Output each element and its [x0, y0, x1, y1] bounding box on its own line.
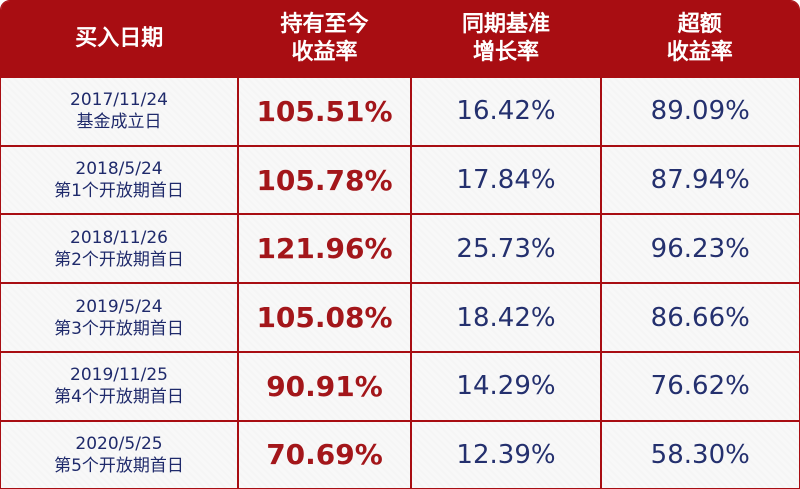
table-row: 2018/11/26 第2个开放期首日 121.96% 25.73% 96.23% [1, 213, 799, 285]
date-label: 基金成立日 [76, 112, 162, 133]
header-text: 收益率 [666, 39, 733, 65]
holding-return-cell: 105.78% [237, 144, 412, 216]
table-row: 2017/11/24 基金成立日 105.51% 16.42% 89.09% [1, 76, 799, 147]
buy-date-cell: 2019/5/24 第3个开放期首日 [1, 282, 239, 353]
excess-return-cell: 76.62% [600, 350, 799, 422]
benchmark-growth-cell: 16.42% [410, 76, 602, 147]
table-row: 2019/11/25 第4个开放期首日 90.91% 14.29% 76.62% [1, 350, 799, 422]
date-label: 第1个开放期首日 [54, 181, 184, 202]
header-excess-return: 超额 收益率 [601, 1, 799, 77]
date-label: 第5个开放期首日 [54, 455, 184, 476]
header-text: 持有至今 [280, 11, 369, 37]
table-row: 2020/5/25 第5个开放期首日 70.69% 12.39% 58.30% [1, 419, 799, 488]
header-holding-return: 持有至今 收益率 [238, 1, 412, 77]
header-text: 买入日期 [75, 25, 164, 51]
holding-return-cell: 105.08% [237, 282, 412, 353]
holding-return-cell: 105.51% [237, 76, 412, 147]
holding-return-cell: 90.91% [237, 350, 412, 422]
header-buy-date: 买入日期 [1, 1, 239, 77]
header-text: 收益率 [291, 39, 358, 65]
benchmark-growth-cell: 18.42% [410, 282, 602, 353]
table-row: 2019/5/24 第3个开放期首日 105.08% 18.42% 86.66% [1, 282, 799, 353]
header-text: 超额 [677, 11, 722, 37]
excess-return-cell: 86.66% [600, 282, 799, 353]
date-label: 第4个开放期首日 [54, 387, 184, 408]
benchmark-growth-cell: 17.84% [410, 144, 602, 216]
date: 2018/5/24 [75, 159, 163, 180]
date: 2020/5/25 [75, 433, 163, 454]
date-label: 第3个开放期首日 [54, 318, 184, 339]
buy-date-cell: 2019/11/25 第4个开放期首日 [1, 350, 239, 422]
date: 2018/11/26 [70, 227, 168, 248]
benchmark-growth-cell: 14.29% [410, 350, 602, 422]
excess-return-cell: 89.09% [600, 76, 799, 147]
excess-return-cell: 87.94% [600, 144, 799, 216]
excess-return-cell: 58.30% [600, 419, 799, 488]
table-row: 2018/5/24 第1个开放期首日 105.78% 17.84% 87.94% [1, 144, 799, 216]
header-text: 增长率 [472, 39, 539, 65]
header-benchmark-growth: 同期基准 增长率 [411, 1, 602, 77]
date: 2019/11/25 [70, 365, 168, 386]
benchmark-growth-cell: 12.39% [410, 419, 602, 488]
header-row: 买入日期 持有至今 收益率 同期基准 增长率 超额 收益率 [1, 1, 799, 77]
header-text: 同期基准 [461, 11, 550, 37]
buy-date-cell: 2018/11/26 第2个开放期首日 [1, 213, 239, 285]
buy-date-cell: 2020/5/25 第5个开放期首日 [1, 419, 239, 488]
date-label: 第2个开放期首日 [54, 249, 184, 270]
excess-return-cell: 96.23% [600, 213, 799, 285]
buy-date-cell: 2017/11/24 基金成立日 [1, 76, 239, 147]
holding-return-cell: 70.69% [237, 419, 412, 488]
holding-return-cell: 121.96% [237, 213, 412, 285]
benchmark-growth-cell: 25.73% [410, 213, 602, 285]
buy-date-cell: 2018/5/24 第1个开放期首日 [1, 144, 239, 216]
date: 2019/5/24 [75, 296, 163, 317]
date: 2017/11/24 [70, 90, 168, 111]
